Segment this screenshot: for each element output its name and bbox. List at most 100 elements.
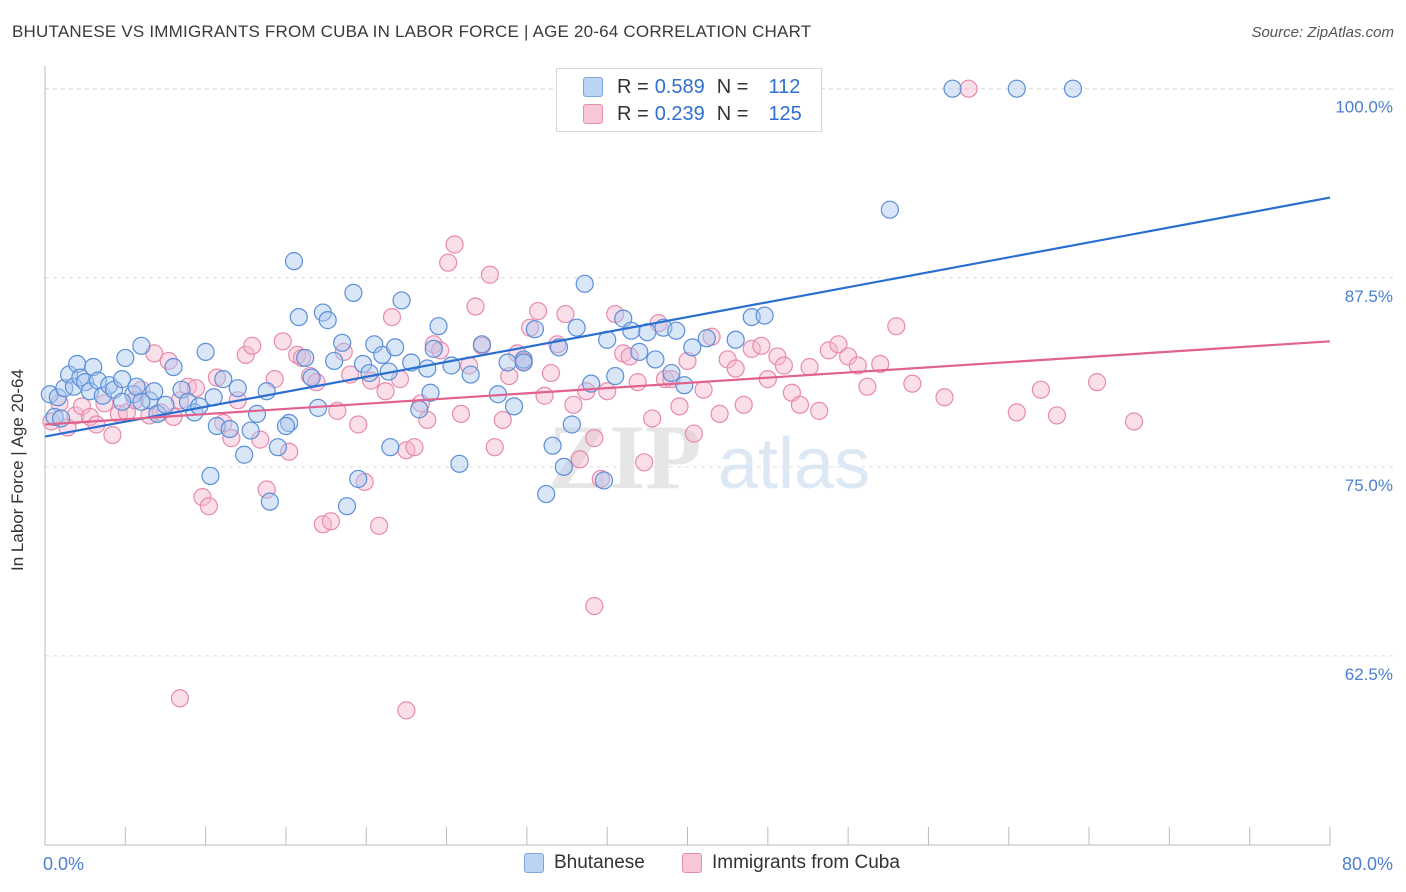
cuba-point bbox=[199, 497, 218, 516]
cuba-point bbox=[628, 373, 647, 392]
cuba-point bbox=[1124, 412, 1144, 431]
cuba-point bbox=[397, 701, 416, 720]
bhutanese-point bbox=[525, 320, 545, 339]
cuba-point bbox=[839, 347, 858, 366]
cuba-point bbox=[1047, 406, 1067, 425]
bhutanese-point bbox=[127, 377, 146, 396]
cuba-point bbox=[529, 301, 548, 321]
cuba-point bbox=[193, 487, 212, 507]
cuba-point bbox=[186, 379, 206, 398]
cuba-point bbox=[871, 354, 890, 374]
cuba-point bbox=[810, 401, 829, 420]
bhutanese-point bbox=[45, 407, 64, 427]
bhutanese-point bbox=[514, 353, 533, 372]
bhutanese-point bbox=[337, 497, 357, 516]
bhutanese-point bbox=[268, 438, 288, 457]
cuba-point bbox=[321, 512, 341, 531]
cuba-point bbox=[370, 516, 389, 535]
cuba-point bbox=[1087, 373, 1107, 392]
bhutanese-point bbox=[55, 379, 74, 398]
bhutanese-point bbox=[344, 283, 363, 302]
cuba-point bbox=[103, 425, 122, 445]
y-axis-label: In Labor Force | Age 20-64 bbox=[8, 369, 27, 571]
legend-label: Bhutanese bbox=[554, 852, 645, 873]
bhutanese-point bbox=[247, 404, 267, 424]
cuba-point bbox=[251, 430, 270, 449]
cuba-point bbox=[959, 79, 978, 98]
bhutanese-point bbox=[156, 395, 175, 414]
x-tick-label: 0.0% bbox=[43, 854, 84, 874]
bhutanese-point bbox=[349, 469, 368, 489]
cuba-point bbox=[887, 317, 906, 336]
n-value: 125 bbox=[768, 102, 802, 125]
blue-swatch-icon bbox=[524, 853, 544, 873]
correlation-legend: R = 0.589 N = 112 R = 0.239 N = 125 bbox=[556, 68, 822, 132]
cuba-point bbox=[585, 429, 604, 448]
bhutanese-point bbox=[289, 307, 308, 327]
bhutanese-point bbox=[429, 317, 448, 336]
cuba-point bbox=[493, 410, 512, 430]
cuba-point bbox=[222, 429, 241, 448]
pink-swatch-icon bbox=[682, 853, 702, 873]
bhutanese-point bbox=[132, 336, 151, 355]
cuba-point bbox=[95, 394, 114, 413]
bhutanese-point bbox=[675, 376, 694, 395]
bhutanese-point bbox=[562, 415, 581, 434]
cuba-point bbox=[768, 347, 787, 366]
legend-label: Immigrants from Cuba bbox=[712, 852, 900, 873]
bhutanese-point bbox=[630, 342, 649, 361]
bhutanese-point bbox=[880, 200, 899, 219]
cuba-trendline bbox=[44, 340, 1331, 426]
watermark-zip: ZIP bbox=[548, 406, 701, 508]
bhutanese-point bbox=[220, 419, 239, 439]
bhutanese-point bbox=[943, 79, 962, 98]
r-label: R = bbox=[617, 102, 649, 125]
legend-row-cuba: R = 0.239 N = 125 bbox=[583, 101, 814, 127]
cuba-point bbox=[935, 388, 954, 407]
cuba-point bbox=[334, 342, 353, 361]
cuba-point bbox=[819, 341, 838, 360]
cuba-point bbox=[451, 404, 471, 424]
bhutanese-point bbox=[241, 421, 260, 440]
y-tick-label: 62.5% bbox=[1345, 665, 1393, 684]
series-legend: Bhutanese Immigrants from Cuba bbox=[0, 852, 1406, 876]
cuba-point bbox=[1031, 380, 1050, 399]
bhutanese-point bbox=[537, 484, 556, 504]
bhutanese-point bbox=[381, 438, 400, 457]
cuba-point bbox=[480, 265, 500, 284]
chart-title: BHUTANESE VS IMMIGRANTS FROM CUBA IN LAB… bbox=[12, 22, 812, 41]
cuba-point bbox=[1007, 403, 1026, 422]
bhutanese-point bbox=[228, 379, 247, 398]
cuba-point bbox=[684, 424, 704, 443]
bhutanese-point bbox=[201, 466, 220, 486]
cuba-point bbox=[170, 689, 190, 708]
bhutanese-point bbox=[296, 348, 315, 368]
cuba-point bbox=[500, 366, 519, 386]
pink-swatch-icon bbox=[583, 104, 603, 124]
bhutanese-point bbox=[472, 335, 491, 354]
y-tick-label: 87.5% bbox=[1345, 287, 1393, 306]
cuba-point bbox=[349, 415, 368, 434]
bhutanese-point bbox=[543, 436, 562, 455]
watermark-atlas: atlas bbox=[718, 424, 870, 504]
legend-item-cuba[interactable]: Immigrants from Cuba bbox=[682, 852, 900, 874]
bhutanese-point bbox=[498, 353, 517, 372]
bhutanese-point bbox=[646, 350, 665, 369]
bhutanese-point bbox=[424, 339, 443, 358]
bhutanese-point bbox=[353, 354, 373, 374]
legend-item-bhutanese[interactable]: Bhutanese bbox=[524, 852, 645, 874]
bhutanese-point bbox=[360, 363, 379, 383]
bhutanese-point bbox=[145, 382, 164, 401]
blue-swatch-icon bbox=[583, 77, 603, 97]
cuba-point bbox=[382, 307, 402, 327]
cuba-point bbox=[445, 235, 464, 254]
bhutanese-point bbox=[48, 388, 67, 407]
cuba-point bbox=[280, 442, 299, 461]
cuba-point bbox=[431, 341, 450, 360]
n-label: N = bbox=[716, 102, 749, 125]
bhutanese-point bbox=[421, 383, 440, 402]
cuba-point bbox=[439, 253, 458, 272]
cuba-point bbox=[273, 332, 292, 351]
bhutanese-point bbox=[755, 306, 774, 325]
bhutanese-point bbox=[325, 351, 344, 371]
